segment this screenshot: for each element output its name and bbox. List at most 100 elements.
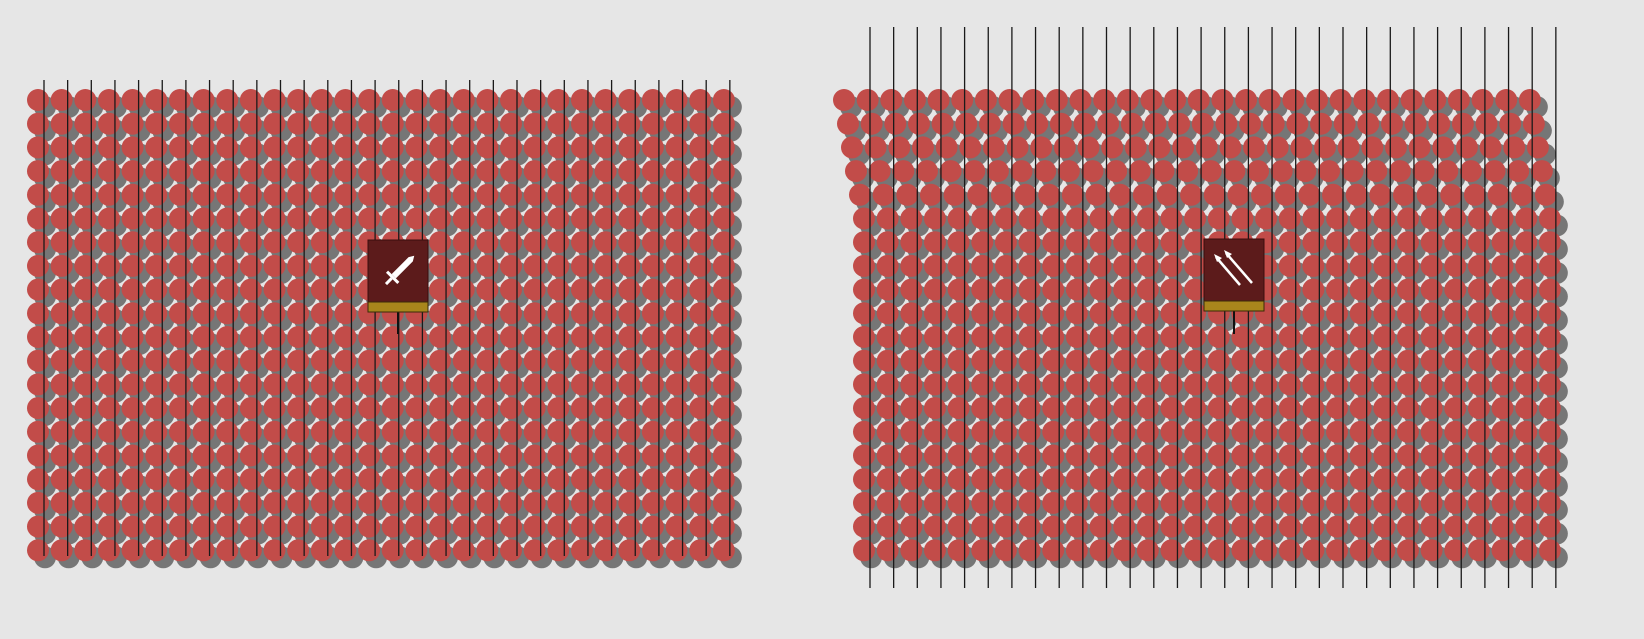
soldier[interactable] (712, 112, 735, 135)
soldier[interactable] (429, 349, 452, 372)
soldier[interactable] (1006, 136, 1029, 159)
soldier[interactable] (594, 302, 617, 325)
soldier[interactable] (1538, 231, 1561, 254)
soldier[interactable] (1302, 278, 1325, 301)
soldier[interactable] (1467, 444, 1490, 467)
soldier[interactable] (523, 183, 546, 206)
soldier[interactable] (1318, 160, 1340, 183)
soldier[interactable] (500, 349, 522, 372)
soldier[interactable] (1349, 397, 1372, 420)
soldier[interactable] (239, 254, 262, 277)
soldier[interactable] (1416, 183, 1439, 206)
soldier[interactable] (833, 89, 855, 111)
soldier[interactable] (1365, 160, 1388, 183)
soldier[interactable] (1278, 468, 1301, 491)
soldier[interactable] (1302, 373, 1325, 396)
soldier[interactable] (1113, 397, 1136, 420)
soldier[interactable] (689, 515, 712, 538)
soldier[interactable] (287, 278, 310, 301)
soldier[interactable] (876, 444, 899, 467)
soldier[interactable] (310, 349, 333, 372)
soldier[interactable] (1231, 515, 1254, 538)
soldier[interactable] (192, 231, 215, 254)
soldier[interactable] (1211, 89, 1234, 111)
soldier[interactable] (1172, 136, 1195, 159)
soldier[interactable] (1302, 491, 1325, 514)
soldier[interactable] (1384, 136, 1407, 159)
soldier[interactable] (1302, 207, 1325, 230)
soldier[interactable] (547, 468, 570, 491)
soldier[interactable] (192, 349, 215, 372)
soldier[interactable] (594, 160, 617, 183)
soldier[interactable] (1396, 278, 1419, 301)
soldier[interactable] (1168, 112, 1191, 135)
soldier[interactable] (1515, 468, 1538, 491)
soldier[interactable] (1113, 420, 1136, 443)
soldier[interactable] (27, 112, 49, 135)
soldier[interactable] (50, 373, 73, 396)
soldier[interactable] (1136, 231, 1159, 254)
soldier[interactable] (876, 420, 899, 443)
soldier[interactable] (1444, 539, 1467, 562)
soldier[interactable] (74, 160, 97, 183)
soldier[interactable] (853, 491, 875, 514)
soldier[interactable] (570, 468, 593, 491)
soldier[interactable] (500, 231, 522, 254)
soldier[interactable] (27, 444, 49, 467)
soldier[interactable] (618, 420, 641, 443)
soldier[interactable] (856, 89, 879, 111)
soldier[interactable] (900, 539, 923, 562)
soldier[interactable] (1042, 349, 1065, 372)
soldier[interactable] (334, 89, 357, 111)
soldier[interactable] (381, 207, 404, 230)
soldier[interactable] (641, 539, 664, 562)
soldier[interactable] (310, 89, 333, 111)
banner-sword[interactable] (367, 239, 429, 334)
soldier[interactable] (476, 231, 499, 254)
soldier[interactable] (665, 468, 688, 491)
soldier[interactable] (1455, 136, 1478, 159)
soldier[interactable] (570, 373, 593, 396)
soldier[interactable] (618, 302, 641, 325)
soldier[interactable] (618, 207, 641, 230)
soldier[interactable] (74, 326, 97, 348)
soldier[interactable] (334, 278, 357, 301)
soldier[interactable] (689, 112, 712, 135)
soldier[interactable] (923, 468, 946, 491)
soldier[interactable] (429, 491, 452, 514)
soldier[interactable] (405, 468, 428, 491)
soldier[interactable] (712, 326, 735, 348)
soldier[interactable] (1326, 349, 1348, 372)
soldier[interactable] (1326, 207, 1348, 230)
soldier[interactable] (381, 444, 404, 467)
soldier[interactable] (1160, 207, 1183, 230)
soldier[interactable] (121, 539, 144, 562)
soldier[interactable] (27, 397, 49, 420)
soldier[interactable] (1010, 160, 1033, 183)
soldier[interactable] (192, 326, 215, 348)
soldier[interactable] (27, 183, 49, 206)
soldier[interactable] (358, 539, 381, 562)
soldier[interactable] (310, 278, 333, 301)
soldier[interactable] (570, 302, 593, 325)
soldier[interactable] (896, 183, 919, 206)
soldier[interactable] (1420, 207, 1443, 230)
soldier[interactable] (1373, 420, 1396, 443)
soldier[interactable] (967, 183, 990, 206)
soldier[interactable] (1467, 373, 1490, 396)
soldier[interactable] (121, 373, 144, 396)
soldier[interactable] (216, 112, 239, 135)
soldier[interactable] (876, 539, 899, 562)
soldier[interactable] (947, 397, 970, 420)
soldier[interactable] (1030, 136, 1053, 159)
soldier[interactable] (1538, 207, 1561, 230)
soldier[interactable] (1373, 397, 1396, 420)
soldier[interactable] (121, 183, 144, 206)
soldier[interactable] (1065, 468, 1088, 491)
soldier[interactable] (1491, 397, 1514, 420)
soldier[interactable] (145, 207, 168, 230)
soldier[interactable] (1396, 349, 1419, 372)
soldier[interactable] (74, 373, 97, 396)
soldier[interactable] (287, 468, 310, 491)
soldier[interactable] (570, 420, 593, 443)
